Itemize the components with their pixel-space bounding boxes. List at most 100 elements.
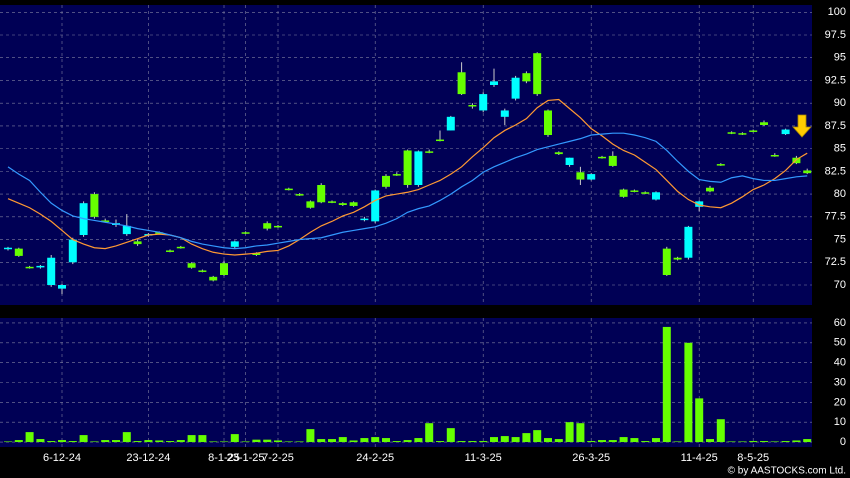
- candle-body: [382, 175, 390, 187]
- volume-bar: [209, 441, 218, 443]
- y-tick-label: 82.5: [825, 165, 846, 177]
- y-tick-label: 70: [834, 279, 846, 291]
- candle-body: [317, 185, 326, 203]
- candle-body: [738, 133, 747, 135]
- candle-body: [209, 276, 218, 281]
- y-tick-label: 10: [834, 416, 846, 428]
- volume-bar: [619, 437, 628, 443]
- candle-body: [241, 232, 250, 234]
- candle-body: [500, 110, 509, 117]
- candle-body: [155, 232, 164, 234]
- moving-average-line: [7, 98, 808, 256]
- volume-bar: [220, 441, 228, 443]
- candle-body: [468, 105, 477, 107]
- y-tick-label: 95: [834, 52, 846, 64]
- candle-body: [392, 174, 401, 176]
- volume-bar: [25, 432, 34, 443]
- candle-body: [544, 110, 552, 135]
- candle-body: [695, 201, 704, 207]
- volume-bar: [544, 438, 552, 443]
- volume-bar: [479, 441, 488, 443]
- candle-body: [803, 170, 812, 174]
- y-tick-label: 92.5: [825, 74, 846, 86]
- y-tick-label: 40: [834, 357, 846, 369]
- x-tick-label: 23-12-24: [126, 452, 170, 464]
- volume-bar: [252, 439, 261, 443]
- candle-body: [490, 81, 498, 85]
- y-tick-label: 97.5: [825, 29, 846, 41]
- candle-body: [446, 116, 455, 131]
- x-tick-label: 8-1-25: [208, 452, 240, 464]
- candle-body: [749, 130, 758, 132]
- volume-bar: [144, 440, 153, 443]
- volume-bar: [652, 438, 660, 443]
- volume-panel: [0, 318, 812, 447]
- volume-bar: [295, 441, 304, 443]
- candle-body: [328, 201, 336, 203]
- x-tick-label: 11-3-25: [465, 452, 502, 464]
- y-tick-label: 0: [840, 436, 846, 448]
- volume-bar: [187, 435, 196, 443]
- y-tick-label: 75: [834, 233, 846, 245]
- volume-bar: [792, 440, 801, 443]
- candle-body: [284, 188, 293, 191]
- volume-bar: [360, 438, 369, 443]
- candle-body: [230, 241, 239, 247]
- volume-bar: [608, 440, 617, 443]
- candle-body: [187, 263, 196, 268]
- volume-bar: [749, 441, 758, 443]
- x-tick-label: 24-2-25: [356, 452, 394, 464]
- candle-body: [338, 203, 347, 205]
- volume-bar: [371, 437, 380, 443]
- candle-body: [360, 218, 369, 221]
- candle-body: [727, 132, 736, 134]
- volume-bar: [133, 441, 142, 443]
- candle-body: [349, 202, 358, 206]
- y-tick-label: 77.5: [825, 211, 846, 223]
- volume-bar: [79, 435, 88, 443]
- volume-bar: [263, 439, 272, 443]
- volume-bar: [4, 441, 12, 443]
- candle-body: [36, 265, 45, 268]
- volume-bar: [382, 438, 390, 443]
- y-tick-label: 80: [834, 188, 846, 200]
- candle-body: [554, 152, 563, 155]
- candle-body: [522, 73, 531, 82]
- volume-bar: [598, 440, 606, 443]
- volume-bar: [349, 440, 358, 443]
- candle-body: [652, 192, 660, 200]
- candle-body: [68, 239, 77, 263]
- volume-bar: [166, 441, 174, 443]
- candle-body: [371, 190, 380, 222]
- volume-bar: [522, 433, 531, 443]
- volume-bar: [533, 430, 542, 443]
- copyright: © by AASTOCKS.com Ltd.: [728, 466, 846, 477]
- volume-bar: [198, 435, 207, 443]
- volume-bar: [425, 423, 434, 443]
- candle-body: [166, 250, 174, 252]
- x-tick-label: 23-1-25: [227, 452, 265, 464]
- candle-body: [198, 270, 207, 272]
- candle-body: [274, 225, 282, 228]
- volume-bar: [738, 441, 747, 443]
- volume-bar: [490, 437, 498, 443]
- volume-bar: [122, 432, 131, 443]
- candle-body: [403, 150, 412, 185]
- candle-body: [457, 72, 466, 95]
- volume-bar: [241, 441, 250, 443]
- volume-bar: [695, 398, 704, 443]
- candle-body: [436, 139, 444, 142]
- candle-body: [706, 187, 714, 192]
- candle-body: [673, 257, 682, 260]
- y-tick-label: 100: [828, 6, 846, 18]
- candle-body: [511, 77, 520, 99]
- candle-body: [533, 53, 542, 95]
- moving-average-line: [7, 132, 808, 250]
- candle-body: [414, 151, 423, 185]
- volume-bar: [576, 423, 585, 443]
- volume-bar: [14, 440, 23, 443]
- volume-bar: [760, 441, 768, 443]
- volume-bar: [770, 441, 779, 443]
- y-tick-label: 85: [834, 143, 846, 155]
